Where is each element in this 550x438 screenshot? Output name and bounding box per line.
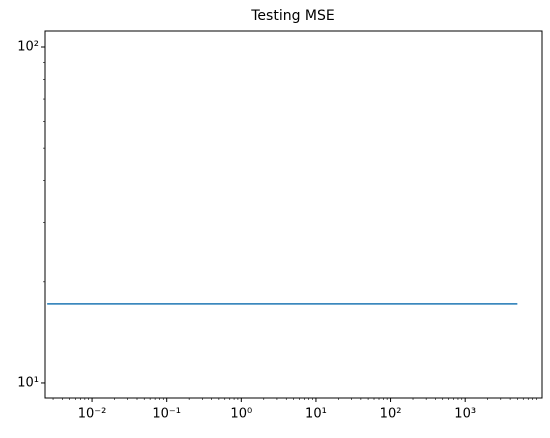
y-tick-label: 10¹	[17, 375, 39, 390]
x-tick-label: 10¹	[305, 407, 327, 422]
y-tick-label: 10²	[17, 40, 39, 55]
axes-frame	[44, 30, 543, 399]
x-tick-label: 10⁻¹	[152, 407, 181, 422]
x-tick-label: 10³	[454, 407, 476, 422]
x-tick-label: 10²	[380, 407, 402, 422]
x-tick-label: 10⁻²	[78, 407, 107, 422]
x-tick-label: 10⁰	[230, 407, 252, 422]
chart-title: Testing MSE	[250, 8, 334, 24]
